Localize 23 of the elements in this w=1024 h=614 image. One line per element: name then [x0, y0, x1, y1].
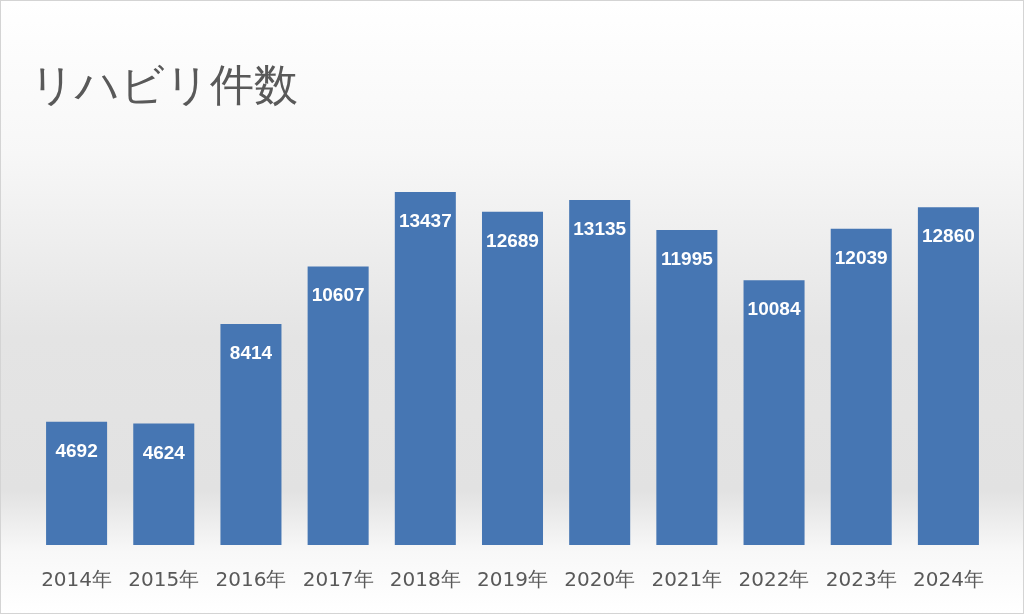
chart-title: リハビリ件数: [30, 58, 298, 110]
data-label: 4692: [55, 439, 98, 461]
data-label: 12860: [921, 225, 975, 247]
x-tick-label: 2014年: [41, 567, 113, 591]
data-label: 11995: [660, 247, 714, 269]
data-label: 12689: [486, 229, 539, 251]
data-label: 12039: [834, 246, 888, 268]
x-tick-label: 2019年: [477, 567, 548, 591]
data-label: 4624: [142, 441, 186, 463]
data-label: 10607: [311, 284, 365, 306]
x-tick-label: 2023年: [825, 567, 897, 591]
x-tick-label: 2024年: [912, 567, 984, 591]
x-tick-label: 2016年: [215, 567, 287, 591]
data-label: 13437: [398, 210, 452, 232]
x-tick-label: 2015年: [128, 567, 200, 591]
x-tick-label: 2021年: [651, 567, 723, 591]
data-label: 10084: [747, 298, 801, 320]
x-tick-label: 2018年: [389, 567, 461, 591]
x-tick-label: 2022年: [738, 567, 810, 591]
x-tick-label: 2020年: [564, 567, 636, 591]
x-tick-label: 2017年: [302, 567, 374, 591]
data-label: 8414: [229, 341, 273, 363]
data-label: 13135: [573, 217, 627, 239]
